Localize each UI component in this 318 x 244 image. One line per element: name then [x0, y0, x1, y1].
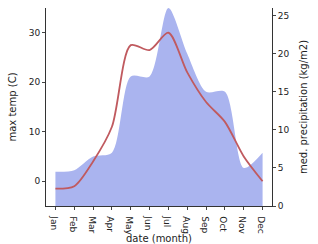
- svg-text:5: 5: [278, 163, 284, 173]
- svg-text:Jun: Jun: [143, 215, 153, 230]
- svg-text:15: 15: [278, 87, 289, 97]
- svg-text:Apr: Apr: [105, 216, 115, 232]
- svg-text:med. precipitation (kg/m2): med. precipitation (kg/m2): [298, 40, 309, 174]
- svg-text:10: 10: [29, 127, 41, 137]
- svg-text:Jul: Jul: [162, 215, 172, 227]
- svg-text:Nov: Nov: [237, 216, 247, 234]
- svg-text:Aug: Aug: [181, 216, 191, 234]
- svg-text:Sep: Sep: [200, 216, 210, 233]
- svg-text:Feb: Feb: [68, 216, 78, 232]
- svg-text:Dec: Dec: [256, 216, 266, 233]
- svg-text:0: 0: [278, 201, 284, 211]
- svg-text:Mar: Mar: [87, 216, 97, 233]
- svg-text:Oct: Oct: [218, 216, 228, 232]
- svg-text:0: 0: [34, 176, 40, 186]
- svg-text:Jan: Jan: [49, 215, 59, 230]
- svg-text:20: 20: [29, 77, 41, 87]
- svg-text:10: 10: [278, 125, 290, 135]
- svg-text:date (month): date (month): [126, 233, 192, 244]
- svg-text:20: 20: [278, 49, 290, 59]
- svg-text:30: 30: [29, 28, 41, 38]
- svg-text:max temp (C): max temp (C): [7, 72, 18, 141]
- svg-text:25: 25: [278, 11, 289, 21]
- svg-text:May: May: [124, 216, 134, 235]
